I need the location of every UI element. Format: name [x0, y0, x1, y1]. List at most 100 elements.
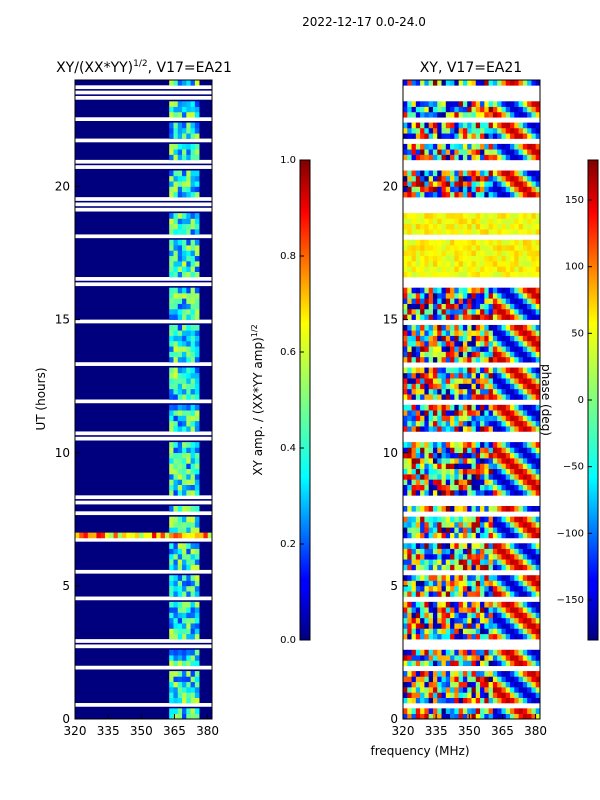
phase-cell [527, 293, 532, 299]
phase-cell [411, 426, 417, 432]
phase-cell [428, 127, 434, 134]
phase-cell [535, 101, 541, 107]
phase-cell [450, 218, 455, 225]
phase-cell [432, 383, 438, 390]
amplitude-cell [186, 101, 191, 107]
phase-cell [522, 356, 528, 363]
amplitude-cell [173, 447, 179, 454]
phase-cell [415, 250, 421, 257]
phase-cell [458, 218, 464, 225]
phase-cell [514, 543, 519, 549]
phase-cell [527, 287, 532, 294]
phase-cell [432, 271, 438, 278]
phase-cell [432, 175, 438, 182]
amplitude-cell [169, 585, 174, 592]
phase-cell [428, 229, 434, 235]
amplitude-cell [190, 601, 196, 608]
phase-cell [514, 649, 519, 656]
phase-cell [415, 649, 421, 656]
amplitude-cell [190, 516, 196, 523]
phase-cell [420, 633, 425, 640]
phase-cell [432, 356, 438, 363]
amplitude-cell [190, 378, 196, 384]
phase-cell [424, 559, 429, 565]
phase-cell [428, 335, 434, 342]
phase-cell [415, 633, 421, 640]
phase-cell [450, 420, 455, 427]
phase-cell [420, 388, 425, 395]
phase-cell [445, 245, 451, 251]
phase-cell [497, 101, 502, 107]
phase-cell [403, 426, 408, 432]
amplitude-gap-row [75, 282, 212, 287]
amplitude-cell [186, 447, 191, 454]
phase-cell [531, 447, 537, 454]
phase-cell [403, 623, 408, 629]
amplitude-cell [173, 671, 179, 677]
phase-cell [403, 101, 408, 107]
phase-cell [467, 585, 472, 592]
phase-cell [411, 575, 417, 581]
amplitude-cell [182, 106, 187, 113]
phase-cell [484, 388, 489, 395]
phase-cell [527, 452, 532, 459]
amplitude-cell [169, 314, 174, 320]
phase-cell [420, 229, 425, 235]
phase-cell [458, 261, 464, 267]
phase-cell [411, 383, 417, 390]
phase-cell [458, 213, 464, 219]
amplitude-cell [182, 420, 187, 427]
phase-cell [403, 697, 408, 704]
phase-xtick-label: 320 [392, 724, 415, 738]
phase-cell [437, 335, 442, 342]
phase-cell [510, 213, 515, 219]
phase-cell [518, 591, 524, 597]
phase-cell [428, 617, 434, 624]
phase-cell [531, 133, 537, 139]
amplitude-cell [177, 213, 183, 219]
phase-cell [420, 410, 425, 416]
phase-cell [437, 671, 442, 677]
phase-cell [527, 468, 532, 475]
phase-cell [480, 133, 485, 139]
phase-cell [475, 143, 481, 150]
amplitude-cell [134, 532, 140, 539]
phase-cell [505, 293, 511, 299]
phase-cell [492, 575, 498, 581]
amplitude-cell [182, 479, 187, 485]
phase-cell [432, 580, 438, 587]
phase-cell [445, 175, 451, 182]
phase-cell [450, 575, 455, 581]
amplitude-cell [190, 607, 196, 613]
amplitude-cell [173, 133, 179, 139]
amplitude-cell [186, 442, 191, 448]
phase-cell [492, 287, 498, 294]
phase-cell [518, 484, 524, 491]
phase-cell [424, 394, 429, 400]
phase-cell [407, 330, 412, 336]
phase-cell [428, 298, 434, 304]
phase-cell [420, 351, 425, 358]
phase-cell [462, 250, 468, 257]
phase-cell [492, 149, 498, 155]
phase-cell [475, 474, 481, 480]
phase-cell [527, 340, 532, 347]
phase-cell [522, 623, 528, 629]
phase-cell [531, 415, 537, 422]
phase-cell [505, 474, 511, 480]
phase-cell [458, 687, 464, 693]
phase-cell [518, 442, 524, 448]
phase-cell [467, 261, 472, 267]
phase-cell [437, 383, 442, 390]
phase-cell [475, 186, 481, 193]
phase-cell [415, 101, 421, 107]
phase-cell [445, 564, 451, 571]
phase-cell [471, 617, 477, 624]
phase-cell [531, 181, 537, 187]
amplitude-cell [186, 324, 191, 331]
amplitude-cell [182, 245, 187, 251]
amplitude-cell [173, 154, 179, 161]
phase-cell [428, 474, 434, 480]
phase-cell [514, 671, 519, 677]
phase-cell [432, 633, 438, 640]
